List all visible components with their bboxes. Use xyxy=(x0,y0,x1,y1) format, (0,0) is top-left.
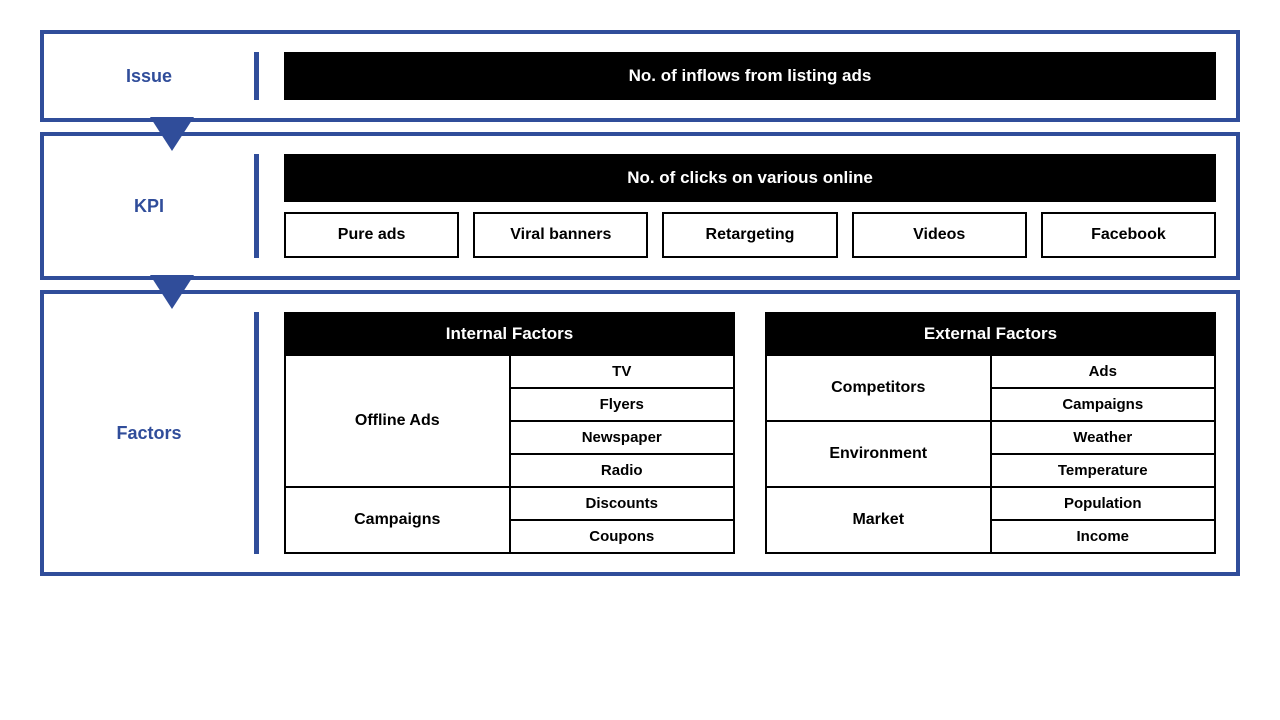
factor-items: TV Flyers Newspaper Radio xyxy=(511,356,736,488)
factor-category: Offline Ads xyxy=(286,356,511,488)
factor-category: Campaigns xyxy=(286,488,511,554)
issue-bar: No. of inflows from listing ads xyxy=(284,52,1216,100)
kpi-section: KPI No. of clicks on various online Pure… xyxy=(40,132,1240,280)
factor-items: Weather Temperature xyxy=(992,422,1217,488)
external-factors-table: External Factors Competitors Ads Campaig… xyxy=(765,312,1216,554)
factor-item: Weather xyxy=(992,422,1217,455)
kpi-item: Pure ads xyxy=(284,212,459,258)
issue-label: Issue xyxy=(44,52,254,100)
factor-category: Market xyxy=(767,488,992,554)
factors-wrap: Internal Factors Offline Ads TV Flyers N… xyxy=(284,312,1216,554)
factor-items: Ads Campaigns xyxy=(992,356,1217,422)
factor-item: TV xyxy=(511,356,736,389)
arrow-down-icon xyxy=(150,275,194,309)
factor-group: Campaigns Discounts Coupons xyxy=(286,488,735,554)
internal-factors-header: Internal Factors xyxy=(286,314,735,356)
gap-2 xyxy=(40,280,1240,290)
kpi-content: No. of clicks on various online Pure ads… xyxy=(259,154,1216,258)
factor-group: Competitors Ads Campaigns xyxy=(767,356,1216,422)
factor-item: Flyers xyxy=(511,389,736,422)
kpi-bar: No. of clicks on various online xyxy=(284,154,1216,202)
factor-items: Discounts Coupons xyxy=(511,488,736,554)
issue-section: Issue No. of inflows from listing ads xyxy=(40,30,1240,122)
internal-factors-table: Internal Factors Offline Ads TV Flyers N… xyxy=(284,312,735,554)
factor-item: Discounts xyxy=(511,488,736,521)
factors-section: Factors Internal Factors Offline Ads TV … xyxy=(40,290,1240,576)
factors-label: Factors xyxy=(44,312,254,554)
factor-item: Population xyxy=(992,488,1217,521)
kpi-label: KPI xyxy=(44,154,254,258)
factor-group: Environment Weather Temperature xyxy=(767,422,1216,488)
kpi-item: Videos xyxy=(852,212,1027,258)
kpi-item: Facebook xyxy=(1041,212,1216,258)
factors-content: Internal Factors Offline Ads TV Flyers N… xyxy=(259,312,1216,554)
factor-item: Temperature xyxy=(992,455,1217,488)
issue-content: No. of inflows from listing ads xyxy=(259,52,1216,100)
factor-group: Market Population Income xyxy=(767,488,1216,554)
factor-item: Ads xyxy=(992,356,1217,389)
kpi-item: Viral banners xyxy=(473,212,648,258)
arrow-down-icon xyxy=(150,117,194,151)
factor-items: Population Income xyxy=(992,488,1217,554)
factor-item: Income xyxy=(992,521,1217,554)
external-factors-header: External Factors xyxy=(767,314,1216,356)
gap-1 xyxy=(40,122,1240,132)
factor-category: Environment xyxy=(767,422,992,488)
factor-category: Competitors xyxy=(767,356,992,422)
factor-group: Offline Ads TV Flyers Newspaper Radio xyxy=(286,356,735,488)
factor-item: Newspaper xyxy=(511,422,736,455)
factor-item: Radio xyxy=(511,455,736,488)
factor-item: Coupons xyxy=(511,521,736,554)
kpi-item: Retargeting xyxy=(662,212,837,258)
kpi-row: Pure ads Viral banners Retargeting Video… xyxy=(284,212,1216,258)
factor-item: Campaigns xyxy=(992,389,1217,422)
